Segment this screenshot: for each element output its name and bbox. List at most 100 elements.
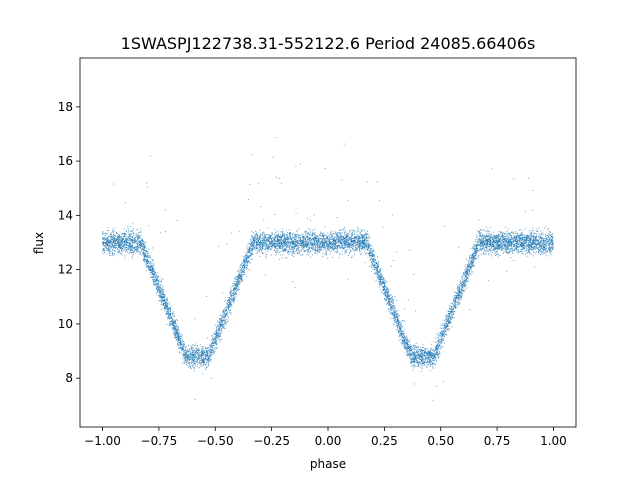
data-point: [146, 259, 148, 261]
data-point: [225, 321, 227, 323]
data-point: [490, 236, 492, 238]
data-point: [377, 265, 379, 267]
data-point: [131, 239, 133, 240]
data-point: [201, 348, 203, 350]
data-point: [421, 352, 422, 354]
data-point: [436, 348, 437, 350]
data-point: [533, 246, 535, 248]
data-point: [191, 353, 193, 355]
data-point: [376, 268, 378, 269]
data-point: [233, 295, 234, 297]
data-point: [548, 237, 550, 239]
data-point: [246, 255, 248, 257]
data-point: [251, 237, 253, 239]
data-point: [201, 362, 202, 364]
data-point: [354, 234, 355, 235]
data-point: [282, 235, 284, 237]
data-point: [391, 306, 393, 307]
data-point: [240, 280, 242, 282]
data-point: [417, 346, 419, 348]
data-point: [281, 238, 282, 239]
data-point: [209, 344, 210, 346]
data-point: [351, 243, 353, 245]
data-point: [445, 324, 447, 326]
data-point: [309, 234, 310, 236]
data-point: [172, 324, 173, 326]
data-point: [342, 238, 344, 240]
data-point: [230, 290, 232, 292]
data-point: [105, 242, 106, 244]
data-point: [120, 244, 122, 246]
data-point: [407, 299, 409, 301]
data-point: [159, 290, 161, 291]
data-point: [172, 332, 174, 334]
data-point: [369, 258, 371, 260]
data-point: [312, 243, 314, 245]
data-point: [520, 244, 522, 245]
data-point: [418, 361, 419, 363]
data-point: [311, 244, 313, 245]
data-point: [307, 237, 309, 239]
data-point: [470, 259, 472, 261]
data-point: [303, 246, 305, 248]
data-point: [424, 349, 426, 351]
data-point: [323, 236, 324, 238]
data-point: [403, 342, 405, 343]
data-point: [219, 336, 221, 337]
data-point: [282, 232, 283, 234]
data-point: [369, 250, 371, 252]
data-point: [479, 232, 481, 234]
data-point: [302, 238, 304, 240]
data-point: [138, 241, 140, 242]
data-point: [244, 269, 245, 271]
data-point: [383, 283, 385, 284]
data-point: [399, 338, 401, 340]
data-point: [341, 247, 343, 249]
data-point: [268, 237, 270, 239]
data-point: [393, 311, 395, 313]
data-point: [242, 268, 244, 270]
data-point: [335, 233, 337, 235]
data-point: [334, 242, 336, 244]
data-point: [534, 266, 535, 268]
data-point: [391, 300, 393, 302]
data-point: [549, 250, 550, 252]
data-point: [429, 351, 431, 353]
data-point: [466, 277, 468, 279]
data-point: [209, 353, 211, 355]
data-point: [396, 325, 398, 327]
data-point: [412, 357, 414, 359]
data-point: [221, 321, 222, 323]
data-point: [119, 237, 121, 239]
data-point: [146, 257, 148, 259]
data-point: [310, 256, 311, 258]
data-point: [323, 241, 325, 243]
data-point: [175, 319, 177, 321]
data-point: [449, 307, 450, 309]
data-point: [161, 288, 162, 289]
data-point: [173, 327, 175, 329]
data-point: [365, 239, 367, 241]
data-point: [495, 235, 497, 237]
data-point: [265, 242, 267, 244]
data-point: [482, 253, 484, 255]
data-point: [540, 232, 542, 234]
data-point: [499, 246, 501, 248]
data-point: [292, 248, 294, 250]
data-point: [482, 246, 484, 248]
data-point: [192, 366, 194, 368]
data-point: [533, 251, 535, 253]
data-point: [143, 249, 144, 251]
data-point: [314, 252, 315, 254]
data-point: [168, 309, 169, 311]
data-point: [172, 327, 174, 329]
data-point: [345, 243, 347, 245]
data-point: [338, 257, 340, 259]
data-point: [314, 236, 316, 238]
data-point: [423, 363, 425, 365]
data-point: [238, 271, 240, 273]
data-point: [331, 231, 333, 233]
data-point: [459, 289, 460, 291]
data-point: [327, 247, 329, 249]
